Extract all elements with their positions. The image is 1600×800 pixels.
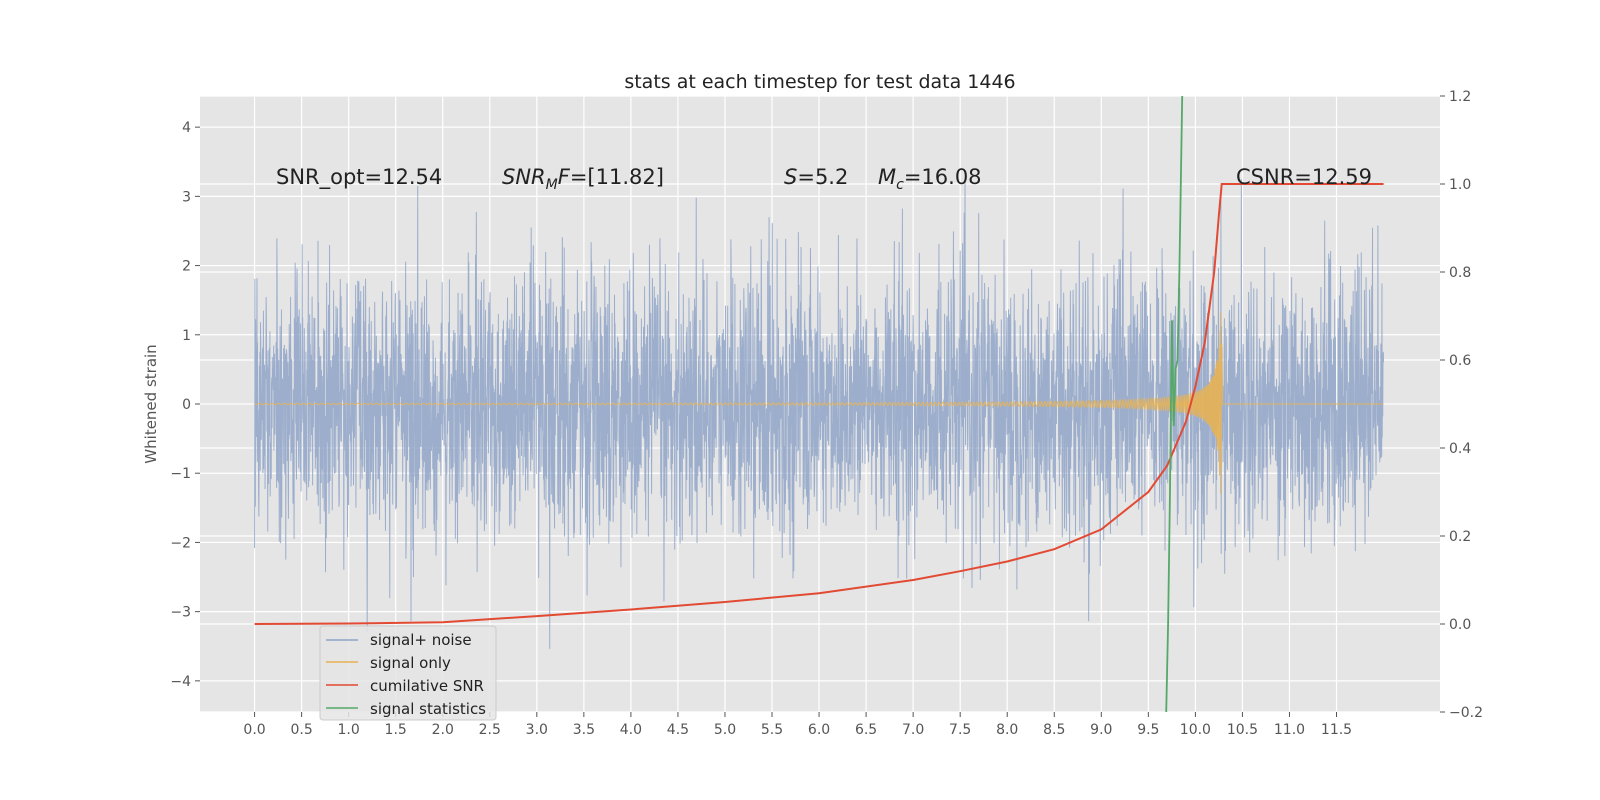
y-tick-label: 3 (182, 189, 191, 205)
y2-tick-label: 0.2 (1449, 529, 1471, 545)
x-tick-label: 4.5 (667, 722, 689, 738)
y-tick-label: −2 (170, 535, 191, 551)
y-tick-label: 0 (182, 397, 191, 413)
legend-label-signal-statistics: signal statistics (370, 700, 486, 718)
x-tick-label: 8.5 (1043, 722, 1065, 738)
y2-tick-label: −0.2 (1449, 705, 1483, 721)
y-tick-label: −4 (170, 674, 191, 690)
y-axis-left: −4 −3 −2 −1 0 1 2 3 4 (170, 120, 200, 690)
annotation-s: S=5.2 (784, 165, 848, 189)
x-tick-label: 0.5 (290, 722, 312, 738)
annotation-snr-opt: SNR_opt=12.54 (276, 165, 442, 190)
x-tick-label: 3.5 (573, 722, 595, 738)
x-tick-label: 11.0 (1274, 722, 1305, 738)
annotation-mc: Mc=16.08 (878, 165, 982, 193)
y-tick-label: 2 (182, 259, 191, 275)
legend-label-cumilative-snr: cumilative SNR (370, 677, 484, 695)
legend-box (319, 625, 497, 721)
chart-title: stats at each timestep for test data 144… (624, 71, 1015, 93)
x-tick-label: 6.5 (855, 722, 877, 738)
x-tick-label: 11.5 (1321, 722, 1352, 738)
legend-label-signal-plus-noise: signal+ noise (370, 631, 472, 649)
x-tick-label: 0.0 (243, 722, 265, 738)
y2-tick-label: 0.4 (1449, 441, 1471, 457)
legend: signal+ noise signal only cumilative SNR… (319, 625, 497, 721)
y-tick-label: 1 (182, 328, 191, 344)
y2-tick-label: 0.0 (1449, 617, 1471, 633)
x-tick-label: 5.5 (761, 722, 783, 738)
y2-tick-label: 0.6 (1449, 353, 1471, 369)
y-tick-label: −3 (170, 605, 191, 621)
annotation-snr-mf: SNRMF=[11.82] (502, 165, 664, 193)
y-axis-label: Whitened strain (142, 344, 160, 463)
legend-label-signal-only: signal only (370, 654, 451, 672)
x-tick-label: 10.5 (1227, 722, 1258, 738)
x-tick-label: 5.0 (714, 722, 736, 738)
y2-tick-label: 1.0 (1449, 177, 1471, 193)
x-tick-label: 7.5 (949, 722, 971, 738)
x-tick-label: 8.0 (996, 722, 1018, 738)
series-cumilative-snr (254, 183, 1384, 625)
x-tick-label: 9.0 (1090, 722, 1112, 738)
series-signal-plus-noise (254, 178, 1385, 649)
x-tick-label: 1.5 (385, 722, 407, 738)
x-tick-label: 2.0 (432, 722, 454, 738)
y2-tick-label: 1.2 (1449, 89, 1471, 105)
y-axis-right: −0.2 0.0 0.2 0.4 0.6 0.8 1.0 1.2 (1440, 89, 1483, 721)
x-tick-label: 9.5 (1137, 722, 1159, 738)
series-signal-statistics (1165, 96, 1184, 712)
x-tick-label: 10.0 (1180, 722, 1211, 738)
y-tick-label: −1 (170, 466, 191, 482)
x-tick-label: 4.0 (620, 722, 642, 738)
annotations: SNR_opt=12.54 SNRMF=[11.82] S=5.2 Mc=16.… (276, 165, 1372, 193)
x-tick-label: 2.5 (479, 722, 501, 738)
y2-tick-label: 0.8 (1449, 265, 1471, 281)
x-tick-label: 7.0 (902, 722, 924, 738)
x-tick-label: 6.0 (808, 722, 830, 738)
annotation-csnr: CSNR=12.59 (1236, 165, 1372, 189)
x-tick-label: 3.0 (526, 722, 548, 738)
y-tick-label: 4 (182, 120, 191, 136)
series-signal-only (254, 312, 1384, 495)
x-axis: 0.0 0.5 1.0 1.5 2.0 2.5 3.0 3.5 4.0 4.5 5.0 5.5 6.0 6… (243, 712, 1352, 738)
x-tick-label: 1.0 (338, 722, 360, 738)
